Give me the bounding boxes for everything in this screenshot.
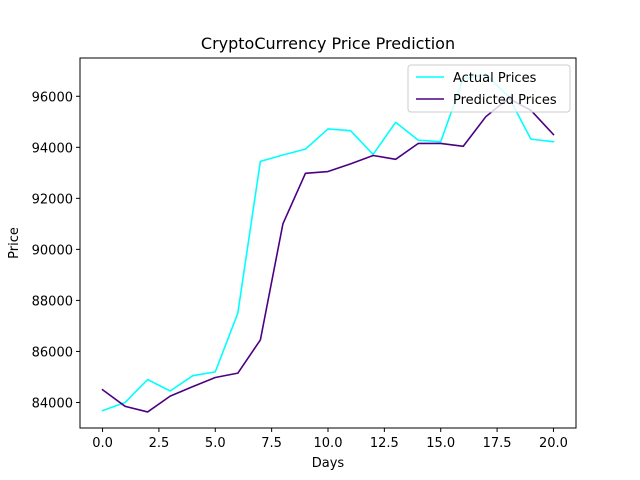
legend-label: Predicted Prices (453, 93, 557, 108)
y-tick-label: 92000 (32, 192, 73, 207)
x-tick-label: 12.5 (370, 436, 399, 451)
x-tick-label: 17.5 (483, 436, 512, 451)
x-axis-label: Days (312, 456, 345, 471)
legend: Actual Prices Predicted Prices (407, 64, 571, 113)
x-tick-label: 10.0 (314, 436, 343, 451)
y-axis: 84000 86000 88000 90000 92000 94000 96000 (32, 90, 80, 411)
y-tick-label: 86000 (32, 345, 73, 360)
series-line-actual-prices (101, 73, 555, 412)
axes-frame (79, 57, 577, 429)
y-axis-label: Price (7, 227, 22, 259)
y-tick-label: 90000 (32, 243, 73, 258)
y-tick-label: 96000 (32, 90, 73, 105)
x-tick-label: 0.0 (92, 436, 113, 451)
x-tick-label: 7.5 (261, 436, 282, 451)
series-line-predicted-prices (101, 97, 555, 413)
chart-title: CryptoCurrency Price Prediction (201, 34, 455, 53)
x-tick-label: 2.5 (149, 436, 170, 451)
plot-area (101, 73, 555, 413)
y-tick-label: 94000 (32, 141, 73, 156)
x-tick-label: 15.0 (426, 436, 455, 451)
x-axis: 0.0 2.5 5.0 7.5 10.0 12.5 15.0 17.5 20.0 (92, 428, 568, 451)
legend-label: Actual Prices (453, 71, 537, 86)
x-tick-label: 5.0 (205, 436, 226, 451)
y-tick-label: 84000 (32, 396, 73, 411)
legend-box (407, 64, 571, 113)
x-tick-label: 20.0 (539, 436, 568, 451)
y-tick-label: 88000 (32, 294, 73, 309)
